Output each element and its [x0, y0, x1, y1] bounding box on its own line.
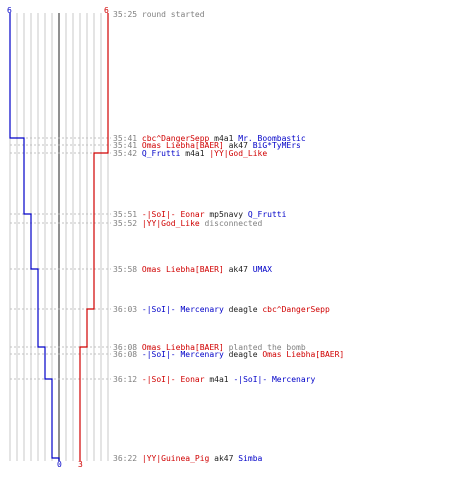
log-player-name: |YY|God_Like: [209, 149, 267, 158]
log-timestamp: 36:03: [113, 305, 142, 314]
log-weapon: ak47: [224, 141, 253, 150]
log-entry: 35:52 |YY|God_Like disconnected: [113, 219, 263, 228]
log-event-text: round started: [142, 10, 205, 19]
log-player-name: -|SoI|- Mercenary: [142, 350, 224, 359]
log-entry: 35:41 cbc^DangerSepp m4a1 Mr. Boombastic: [113, 134, 306, 143]
red-end-count-label: 3: [78, 460, 83, 469]
log-timestamp: 36:08: [113, 343, 142, 352]
log-event-text: planted the bomb: [224, 343, 306, 352]
log-timestamp: 36:08: [113, 350, 142, 359]
log-entry: 35:58 Omas Liebha[BAER] ak47 UMAX: [113, 265, 272, 274]
log-player-name: Omas Liebha[BAER]: [142, 265, 224, 274]
log-player-name: -|SoI|- Mercenary: [233, 375, 315, 384]
log-timestamp: 35:52: [113, 219, 142, 228]
blue-start-count-label: 6: [7, 6, 12, 15]
log-entry: 36:22 |YY|Guinea_Pig ak47 Simba: [113, 454, 263, 463]
log-player-name: Omas Liebha[BAER]: [142, 141, 224, 150]
log-player-name: Simba: [238, 454, 262, 463]
log-event-text: disconnected: [200, 219, 263, 228]
log-entry: 36:03 -|SoI|- Mercenary deagle cbc^Dange…: [113, 305, 330, 314]
log-timestamp: 36:12: [113, 375, 142, 384]
log-timestamp: 36:22: [113, 454, 142, 463]
log-player-name: Omas Liebha[BAER]: [262, 350, 344, 359]
log-timestamp: 35:41: [113, 141, 142, 150]
log-weapon: deagle: [224, 305, 263, 314]
log-entry: 36:12 -|SoI|- Eonar m4a1 -|SoI|- Mercena…: [113, 375, 316, 384]
log-player-name: cbc^DangerSepp: [262, 305, 330, 314]
log-player-name: BiG*TyMErs: [253, 141, 301, 150]
log-weapon: ak47: [224, 265, 253, 274]
log-timestamp: 35:42: [113, 149, 142, 158]
log-entry: 36:08 -|SoI|- Mercenary deagle Omas Lieb…: [113, 350, 344, 359]
log-entry: 35:25 round started: [113, 10, 205, 19]
log-entry: 35:42 Q_Frutti m4a1 |YY|God_Like: [113, 149, 267, 158]
log-player-name: |YY|God_Like: [142, 219, 200, 228]
log-timestamp: 35:41: [113, 134, 142, 143]
log-timestamp: 35:51: [113, 210, 142, 219]
blue-team-alive-line: [9, 13, 60, 461]
log-player-name: cbc^DangerSepp: [142, 134, 210, 143]
log-player-name: Q_Frutti: [142, 149, 181, 158]
log-timestamp: 35:25: [113, 10, 142, 19]
log-weapon: mp5navy: [205, 210, 248, 219]
log-weapon: m4a1: [180, 149, 209, 158]
log-player-name: Omas Liebha[BAER]: [142, 343, 224, 352]
log-weapon: m4a1: [209, 134, 238, 143]
log-entry: 35:51 -|SoI|- Eonar mp5navy Q_Frutti: [113, 210, 287, 219]
blue-end-count-label: 0: [57, 460, 62, 469]
log-weapon: ak47: [209, 454, 238, 463]
log-player-name: -|SoI|- Mercenary: [142, 305, 224, 314]
log-player-name: |YY|Guinea_Pig: [142, 454, 210, 463]
log-player-name: UMAX: [253, 265, 272, 274]
log-player-name: -|SoI|- Eonar: [142, 210, 205, 219]
log-entry: 36:08 Omas Liebha[BAER] planted the bomb: [113, 343, 306, 352]
log-weapon: m4a1: [205, 375, 234, 384]
red-team-alive-line: [79, 13, 109, 461]
team-count-lines: [9, 13, 109, 461]
red-start-count-label: 6: [104, 6, 109, 15]
event-log: 35:25 round started 35:41 cbc^DangerSepp …: [113, 10, 344, 463]
log-entry: 35:41 Omas Liebha[BAER] ak47 BiG*TyMErs: [113, 141, 301, 150]
log-player-name: Q_Frutti: [248, 210, 287, 219]
log-player-name: -|SoI|- Eonar: [142, 375, 205, 384]
player-count-grid: [9, 13, 111, 461]
log-weapon: deagle: [224, 350, 263, 359]
log-player-name: Mr. Boombastic: [238, 134, 306, 143]
log-timestamp: 35:58: [113, 265, 142, 274]
